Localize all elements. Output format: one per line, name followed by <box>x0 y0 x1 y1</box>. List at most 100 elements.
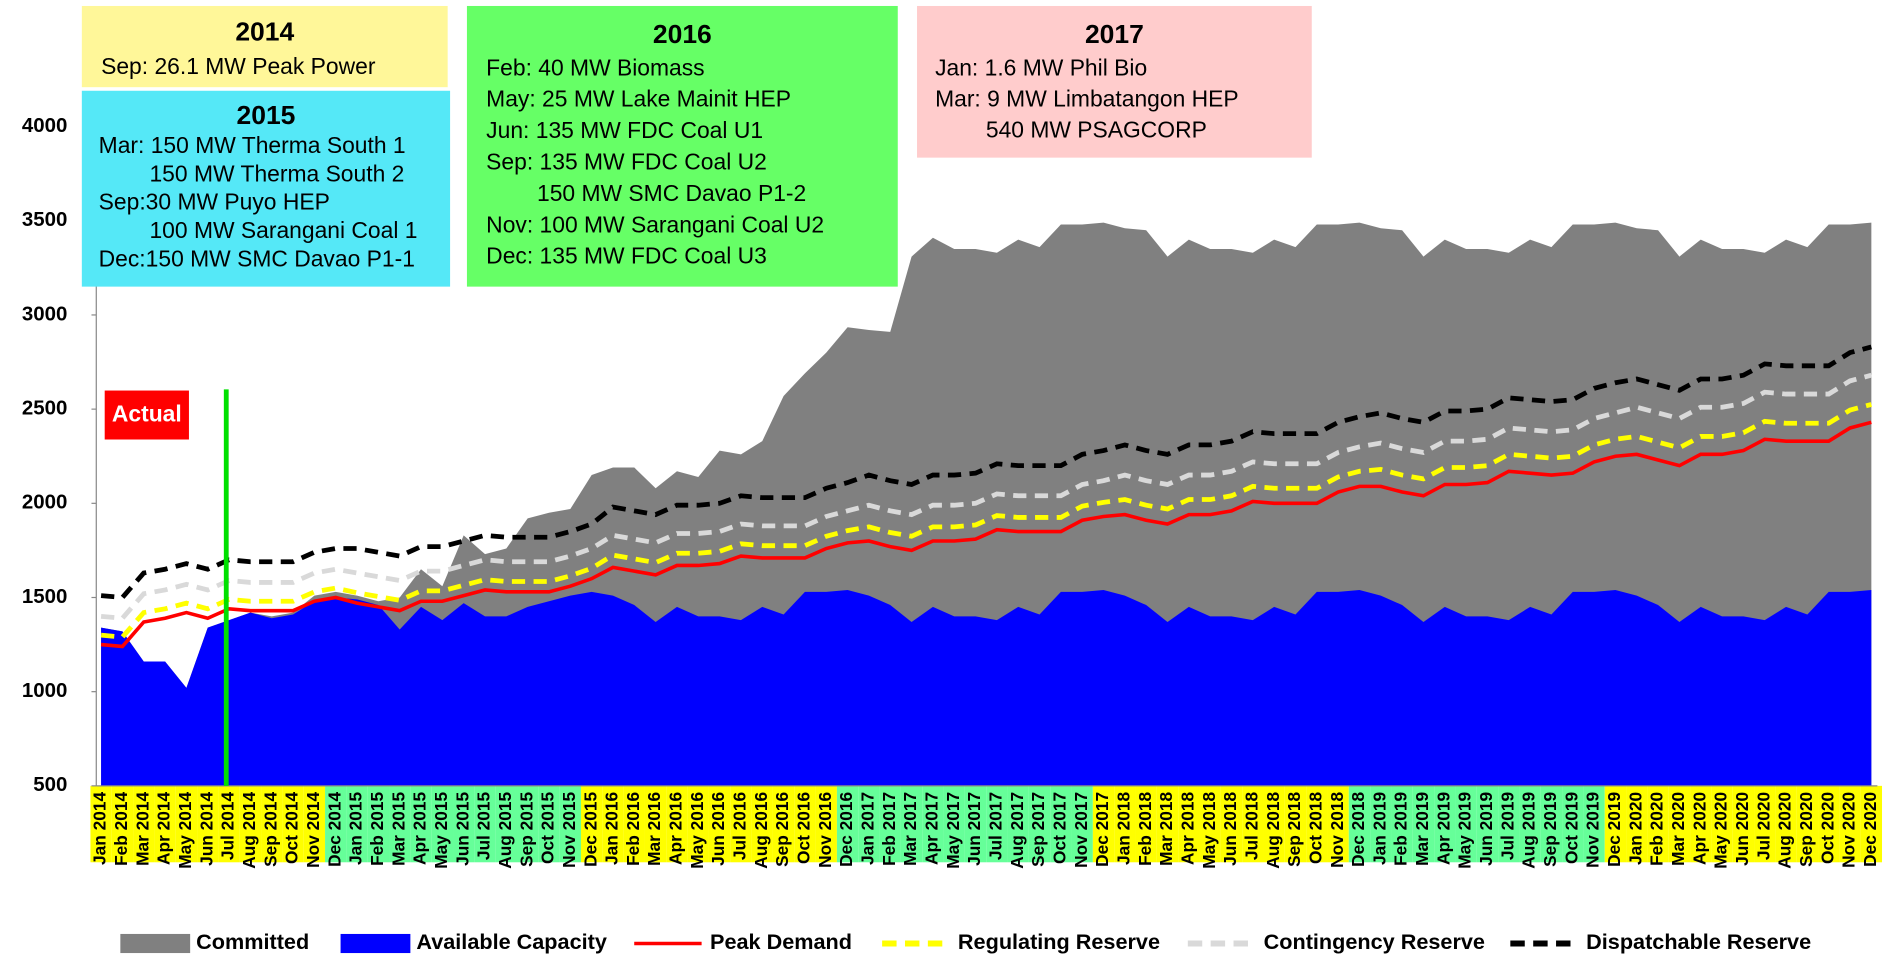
x-tick-label: May 2014 <box>175 791 195 868</box>
x-tick-label: Feb 2015 <box>367 791 387 865</box>
annotation-line: Sep: 26.1 MW Peak Power <box>101 53 376 79</box>
x-tick-label: Feb 2020 <box>1647 792 1667 866</box>
category-band <box>1412 785 1435 863</box>
x-tick-label: Feb 2014 <box>111 791 131 865</box>
x-tick-label: Nov 2014 <box>303 791 323 867</box>
x-tick-label: Jul 2018 <box>1241 791 1261 860</box>
category-band <box>1860 785 1883 863</box>
legend-label: Regulating Reserve <box>958 929 1160 954</box>
category-band <box>1583 785 1605 863</box>
category-band <box>1562 785 1584 863</box>
x-tick-label: Jul 2014 <box>218 791 238 860</box>
annotation-line: Dec:150 MW SMC Davao P1-1 <box>99 246 415 272</box>
x-tick-label: Dec 2017 <box>1092 792 1112 867</box>
x-tick-label: Mar 2018 <box>1156 792 1176 866</box>
annotation-line: 100 MW Sarangani Coal 1 <box>99 217 418 243</box>
line <box>100 372 1872 621</box>
x-tick-label: Dec 2020 <box>1860 792 1880 867</box>
x-tick-label: May 2016 <box>687 791 707 868</box>
x-tick-label: Jan 2014 <box>90 791 110 864</box>
x-tick-label: Apr 2017 <box>921 792 941 865</box>
legend-label: Committed <box>196 929 309 954</box>
category-band <box>1284 785 1307 863</box>
category-band <box>1370 785 1392 863</box>
category-band <box>1775 785 1797 863</box>
annotation-line: Dec: 135 MW FDC Coal U3 <box>486 243 767 269</box>
line <box>100 420 1872 649</box>
legend-label: Dispatchable Reserve <box>1586 929 1811 954</box>
x-tick-label: Sep 2018 <box>1284 792 1304 867</box>
annotation-line: 150 MW SMC Davao P1-2 <box>486 180 806 206</box>
x-tick-label: Sep 2016 <box>772 792 792 867</box>
category-band <box>133 785 155 863</box>
x-tick-label: Sep 2017 <box>1028 792 1048 867</box>
annotation-box <box>917 5 1312 158</box>
category-band <box>367 785 390 863</box>
x-tick-label: Apr 2016 <box>666 791 686 864</box>
line <box>100 344 1872 600</box>
x-tick-label: Jul 2016 <box>729 791 749 860</box>
category-band <box>453 785 475 863</box>
x-tick-label: Sep 2014 <box>260 792 280 867</box>
category-band <box>516 785 539 863</box>
category-band <box>1135 785 1157 863</box>
annotation-title: 2015 <box>237 100 296 130</box>
category-band <box>900 785 923 863</box>
category-band <box>1007 785 1029 863</box>
category-band <box>602 785 624 863</box>
x-tick-label: Jun 2020 <box>1732 792 1752 866</box>
category-band <box>1540 785 1563 863</box>
category-band <box>1690 785 1712 863</box>
category-band <box>1498 785 1520 863</box>
x-tick-label: Jan 2018 <box>1113 791 1133 864</box>
category-band <box>90 785 112 863</box>
category-band <box>1199 785 1221 863</box>
x-tick-label: Apr 2014 <box>154 791 174 864</box>
category-band <box>1754 785 1776 863</box>
category-band <box>580 785 603 863</box>
x-tick-label: Jan 2019 <box>1369 791 1389 864</box>
y-tick-label: 2000 <box>22 492 68 514</box>
category-band <box>1732 785 1755 863</box>
category-band <box>1071 785 1093 863</box>
x-tick-label: Dec 2015 <box>580 791 600 866</box>
category-band <box>815 785 837 863</box>
category-band <box>218 785 240 863</box>
legend-swatch <box>120 933 191 954</box>
x-tick-label: May 2017 <box>943 792 963 869</box>
x-tick-label: Dec 2018 <box>1348 791 1368 866</box>
x-tick-label: Feb 2018 <box>1135 791 1155 865</box>
x-tick-label: Oct 2014 <box>282 791 302 864</box>
category-band <box>1604 785 1627 863</box>
annotation-line: Sep: 135 MW FDC Coal U2 <box>486 149 767 175</box>
category-band <box>325 785 347 863</box>
x-tick-label: Jun 2019 <box>1476 791 1496 865</box>
category-band <box>1178 785 1200 863</box>
x-tick-label: Oct 2015 <box>538 791 558 864</box>
category-band <box>1242 785 1264 863</box>
x-tick-label: Apr 2018 <box>1177 791 1197 864</box>
y-tick-label: 3500 <box>22 209 68 231</box>
category-band <box>644 785 667 863</box>
area <box>101 589 1872 786</box>
x-tick-label: Jul 2020 <box>1753 792 1773 860</box>
x-tick-label: Mar 2014 <box>132 792 152 866</box>
y-tick-label: 500 <box>33 774 67 796</box>
x-tick-label: Aug 2018 <box>1263 792 1283 869</box>
x-tick-label: Oct 2017 <box>1049 792 1069 864</box>
category-band <box>1220 785 1243 863</box>
category-band <box>154 785 176 863</box>
category-band <box>389 785 411 863</box>
category-band <box>239 785 262 863</box>
category-band <box>1839 785 1861 863</box>
annotation-line: Mar: 150 MW Therma South 1 <box>99 132 406 158</box>
x-tick-label: Mar 2020 <box>1668 792 1688 866</box>
x-tick-label: Feb 2019 <box>1391 791 1411 865</box>
category-band <box>1711 785 1733 863</box>
category-band <box>858 785 880 863</box>
x-tick-label: Nov 2020 <box>1839 792 1859 868</box>
category-band <box>922 785 944 863</box>
category-band <box>431 785 454 863</box>
x-tick-label: Feb 2016 <box>623 791 643 865</box>
